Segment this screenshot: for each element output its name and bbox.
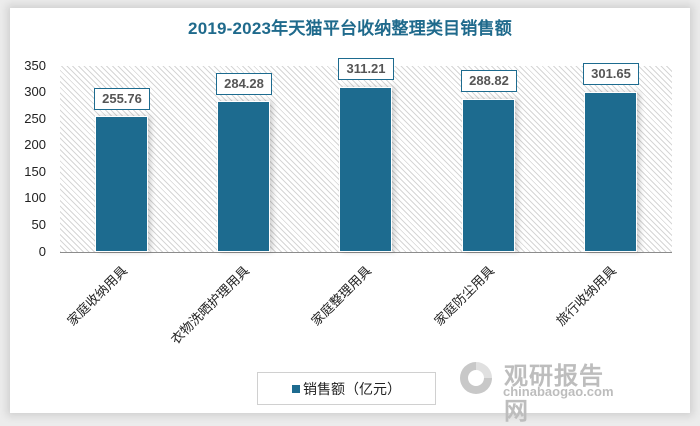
x-axis-line [60,252,672,253]
value-label: 288.82 [461,70,517,92]
y-tick-label: 200 [24,137,46,152]
bar-lvxing-shouna[interactable] [584,92,637,252]
watermark-cn: 观研报告网 [504,363,604,425]
value-label: 284.28 [216,73,272,95]
value-label: 311.21 [338,58,394,80]
watermark-logo-icon [460,362,492,394]
y-tick-label: 150 [24,164,46,179]
bar-yiwu-xishai[interactable] [217,101,270,252]
bar-jiating-fangchen[interactable] [462,99,515,252]
bar-jiating-zhengli[interactable] [339,87,392,252]
y-tick-label: 300 [24,84,46,99]
value-label: 301.65 [583,63,639,85]
bar-jiating-shouna[interactable] [95,116,148,252]
y-tick-label: 350 [24,58,46,73]
watermark: 观研报告网 chinabaogao.com [454,356,624,425]
y-tick-label: 250 [24,111,46,126]
legend-swatch-icon [292,384,300,393]
y-tick-label: 0 [38,244,46,259]
value-label: 255.76 [94,88,150,110]
chart-title: 2019-2023年天猫平台收纳整理类目销售额 [188,19,512,38]
y-tick-label: 50 [31,217,46,232]
legend-label: 销售额（亿元） [303,380,401,397]
watermark-en: chinabaogao.com [503,384,614,399]
y-tick-label: 100 [24,190,46,205]
chart-legend[interactable]: 销售额（亿元） [257,372,436,405]
